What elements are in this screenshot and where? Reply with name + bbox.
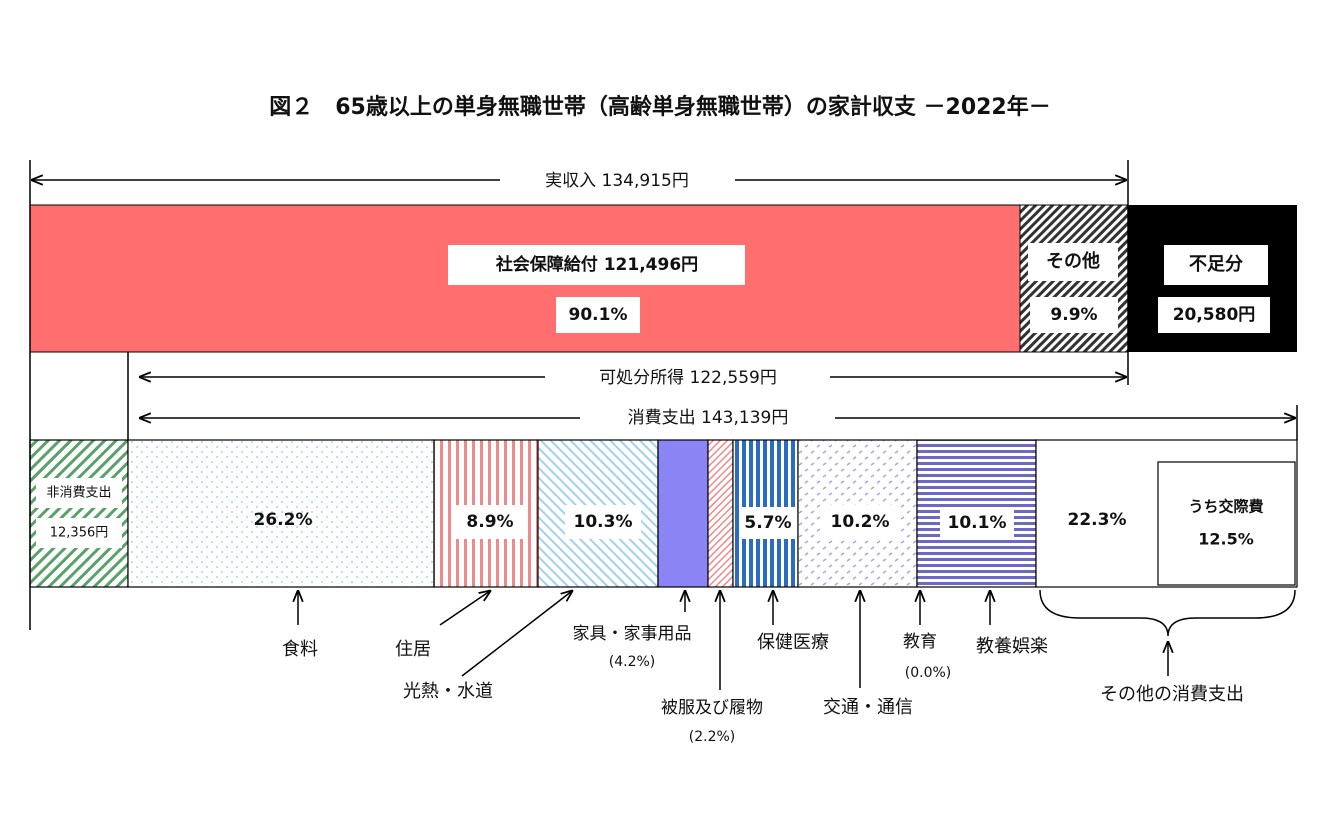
disposable-income-text: 可処分所得 122,559円 <box>599 368 777 388</box>
label-text: 食料 <box>282 639 318 660</box>
label-text: 教育 <box>903 632 937 652</box>
consumption-text: 消費支出 143,139円 <box>628 408 789 428</box>
note-text: (4.2%) <box>609 654 656 670</box>
note-text: (2.2%) <box>689 729 736 745</box>
share-text: 5.7% <box>744 513 791 533</box>
seg <box>707 439 734 588</box>
share-text: 9.9% <box>1050 305 1097 325</box>
label-text: 交通・通信 <box>823 697 913 718</box>
sub-share-text: 12.5% <box>1198 530 1254 549</box>
guides <box>29 160 1298 690</box>
seg <box>657 439 709 588</box>
label-boxes <box>36 243 1270 548</box>
share-text: 8.9% <box>466 512 513 532</box>
amount-text: 20,580円 <box>1173 305 1256 325</box>
share-text: 10.1% <box>948 513 1007 533</box>
share-text: 26.2% <box>254 510 313 530</box>
amount-text: 12,356円 <box>50 526 109 541</box>
share-text: 90.1% <box>569 305 628 325</box>
sub-box <box>1157 461 1296 586</box>
label-text: 非消費支出 <box>46 486 111 501</box>
share-text: 10.3% <box>574 512 633 532</box>
label-text: 教養娯楽 <box>976 636 1048 657</box>
label-text: その他の消費支出 <box>1100 684 1244 705</box>
label-text: 不足分 <box>1189 254 1243 275</box>
share-text: 10.2% <box>831 512 890 532</box>
label-text: 被服及び履物 <box>661 698 763 718</box>
title-text: 図２ 65歳以上の単身無職世帯（高齢単身無職世帯）の家計収支 －2022年－ <box>269 94 1051 120</box>
label-text: 光熱・水道 <box>403 681 493 702</box>
label-text: 社会保障給付 121,496円 <box>495 254 698 275</box>
label-text: 保健医療 <box>757 632 829 653</box>
share-text: 22.3% <box>1068 510 1127 530</box>
seg <box>127 439 435 588</box>
note-text: (0.0%) <box>905 665 952 681</box>
label-text: 家具・家事用品 <box>573 624 692 644</box>
seg <box>29 439 129 588</box>
label-text: 実収入 134,915円 <box>545 171 689 191</box>
label-text: 住居 <box>395 639 431 660</box>
sub-label-text: うち交際費 <box>1188 498 1263 516</box>
label-text: その他 <box>1046 250 1100 272</box>
